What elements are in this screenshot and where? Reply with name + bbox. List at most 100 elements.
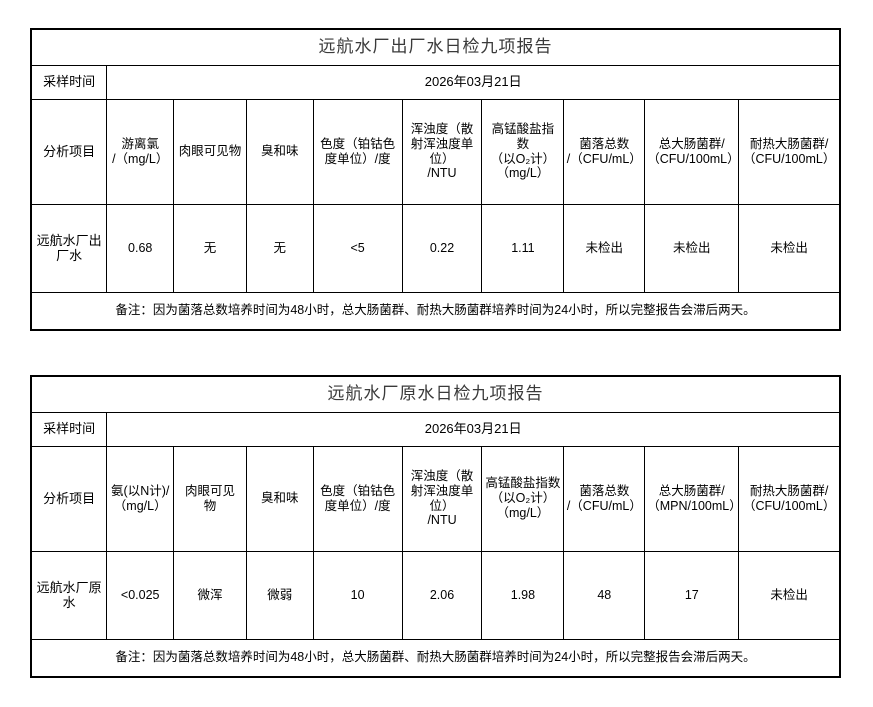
value-odor-taste: 微弱 (245, 550, 314, 640)
sample-time-row: 采样时间 2026年03月21日 (32, 64, 839, 100)
header-turbidity: 浑浊度（散 射浑浊度单 位） /NTU (401, 98, 483, 205)
header-line: 浑浊度（散 (410, 122, 474, 136)
header-line: 数 (516, 136, 530, 151)
header-line: 肉眼可见 (184, 483, 235, 498)
header-total-colony-count: 菌落总数 /（CFU/mL） (563, 98, 646, 205)
value-turbidity: 2.06 (401, 550, 483, 640)
title-row: 远航水厂出厂水日检九项报告 (32, 30, 839, 66)
value-permanganate-index: 1.98 (481, 550, 565, 640)
header-line: 浑浊度（散 (410, 469, 474, 483)
header-line: /（CFU/mL） (566, 151, 642, 166)
header-line: 射浑浊度单 (410, 483, 474, 498)
header-line: 总大肠菌群/ (658, 483, 725, 498)
value-free-chlorine: 0.68 (106, 203, 175, 293)
header-line: 色度（铂钴色 (320, 483, 396, 498)
header-thermotolerant-coliform: 耐热大肠菌群/ （CFU/100mL） (738, 445, 839, 552)
header-permanganate-index: 高锰酸盐指 数 （以O₂计） （mg/L） (481, 98, 565, 205)
value-total-colony-count: 48 (563, 550, 646, 640)
value-color: 10 (312, 550, 403, 640)
sample-time-value: 2026年03月21日 (106, 64, 839, 100)
outlet-water-report: 远航水厂出厂水日检九项报告 采样时间 2026年03月21日 分析项目 游离氯 … (30, 28, 841, 331)
table-row: 远航水厂出厂水 0.68 无 无 <5 0.22 1.11 未检出 未检出 未检… (32, 203, 839, 293)
header-line: （mg/L） (496, 166, 550, 181)
header-line: 耐热大肠菌群/ (749, 483, 829, 498)
header-ammonia-as-n: 氨(以N计)/ （mg/L） (106, 445, 175, 552)
value-visible-matter: 无 (173, 203, 247, 293)
header-line: 度单位）/度 (324, 151, 391, 166)
analysis-item-label: 分析项目 (32, 98, 108, 205)
header-line: （以O₂计） (490, 151, 556, 166)
header-line: /NTU (427, 513, 457, 528)
value-permanganate-index: 1.11 (481, 203, 565, 293)
header-line: 菌落总数 (579, 483, 630, 498)
sample-time-row: 采样时间 2026年03月21日 (32, 411, 839, 447)
analysis-item-label: 分析项目 (32, 445, 108, 552)
value-thermotolerant-coliform: 未检出 (738, 203, 839, 293)
raw-water-table: 远航水厂原水日检九项报告 采样时间 2026年03月21日 分析项目 氨(以N计… (32, 377, 839, 676)
value-ammonia-as-n: <0.025 (106, 550, 175, 640)
outlet-water-table: 远航水厂出厂水日检九项报告 采样时间 2026年03月21日 分析项目 游离氯 … (32, 30, 839, 329)
value-thermotolerant-coliform: 未检出 (738, 550, 839, 640)
table-row: 远航水厂原水 <0.025 微浑 微弱 10 2.06 1.98 48 17 未… (32, 550, 839, 640)
value-total-coliform: 未检出 (644, 203, 740, 293)
header-permanganate-index: 高锰酸盐指数 （以O₂计） （mg/L） (481, 445, 565, 552)
header-line: 色度（铂钴色 (320, 136, 396, 151)
header-line: 游离氯 (121, 136, 159, 151)
header-line: 氨(以N计)/ (111, 483, 170, 498)
value-total-coliform: 17 (644, 550, 740, 640)
column-header-row: 分析项目 氨(以N计)/ （mg/L） 肉眼可见 物 臭和味 色度（铂钴色 度 (32, 445, 839, 552)
value-total-colony-count: 未检出 (563, 203, 646, 293)
header-free-chlorine: 游离氯 /（mg/L） (106, 98, 175, 205)
header-color: 色度（铂钴色 度单位）/度 (312, 445, 403, 552)
header-color: 色度（铂钴色 度单位）/度 (312, 98, 403, 205)
header-total-coliform: 总大肠菌群/ （MPN/100mL） (644, 445, 742, 552)
column-header-row: 分析项目 游离氯 /（mg/L） 肉眼可见物 臭和味 色度（铂钴色 度单位）/度 (32, 98, 839, 205)
header-line: 位） (429, 151, 455, 166)
header-odor-taste: 臭和味 (245, 98, 314, 205)
report-title: 远航水厂原水日检九项报告 (32, 377, 839, 413)
header-line: （MPN/100mL） (647, 498, 742, 513)
header-line: /（CFU/mL） (566, 498, 642, 513)
header-line: 耐热大肠菌群/ (749, 136, 829, 151)
value-odor-taste: 无 (245, 203, 314, 293)
value-visible-matter: 微浑 (173, 550, 247, 640)
header-line: 总大肠菌群/ (658, 136, 725, 151)
header-line: 射浑浊度单 (410, 136, 474, 151)
header-thermotolerant-coliform: 耐热大肠菌群/ （CFU/100mL） (738, 98, 839, 205)
header-line: 高锰酸盐指 (491, 122, 555, 136)
header-line: /NTU (427, 166, 457, 181)
header-line: （CFU/100mL） (742, 151, 836, 166)
note-row: 备注：因为菌落总数培养时间为48小时，总大肠菌群、耐热大肠菌群培养时间为24小时… (32, 291, 839, 329)
header-line: 高锰酸盐指数 (485, 476, 561, 491)
header-visible-matter: 肉眼可见 物 (173, 445, 247, 552)
header-line: 菌落总数 (579, 136, 630, 151)
sample-time-value: 2026年03月21日 (106, 411, 839, 447)
header-line: 度单位）/度 (324, 498, 391, 513)
header-odor-taste: 臭和味 (245, 445, 314, 552)
header-line: （CFU/100mL） (742, 498, 836, 513)
raw-water-report: 远航水厂原水日检九项报告 采样时间 2026年03月21日 分析项目 氨(以N计… (30, 375, 841, 678)
sample-name: 远航水厂原水 (32, 550, 108, 640)
report-note: 备注：因为菌落总数培养时间为48小时，总大肠菌群、耐热大肠菌群培养时间为24小时… (32, 291, 839, 329)
sample-time-label: 采样时间 (32, 411, 108, 447)
value-color: <5 (312, 203, 403, 293)
title-row: 远航水厂原水日检九项报告 (32, 377, 839, 413)
header-total-colony-count: 菌落总数 /（CFU/mL） (563, 445, 646, 552)
header-line: 位） (429, 498, 455, 513)
header-line: （CFU/100mL） (647, 151, 740, 166)
value-turbidity: 0.22 (401, 203, 483, 293)
sample-name: 远航水厂出厂水 (32, 203, 108, 293)
header-line: 臭和味 (260, 491, 299, 506)
report-title: 远航水厂出厂水日检九项报告 (32, 30, 839, 66)
sample-time-label: 采样时间 (32, 64, 108, 100)
report-note: 备注：因为菌落总数培养时间为48小时，总大肠菌群、耐热大肠菌群培养时间为24小时… (32, 638, 839, 676)
header-line: /（mg/L） (112, 151, 169, 166)
header-line: 肉眼可见物 (178, 144, 242, 159)
header-line: （mg/L） (113, 498, 167, 513)
header-line: 物 (203, 498, 217, 513)
header-line: （mg/L） (496, 505, 550, 520)
note-row: 备注：因为菌落总数培养时间为48小时，总大肠菌群、耐热大肠菌群培养时间为24小时… (32, 638, 839, 676)
header-total-coliform: 总大肠菌群/ （CFU/100mL） (644, 98, 740, 205)
header-visible-matter: 肉眼可见物 (173, 98, 247, 205)
